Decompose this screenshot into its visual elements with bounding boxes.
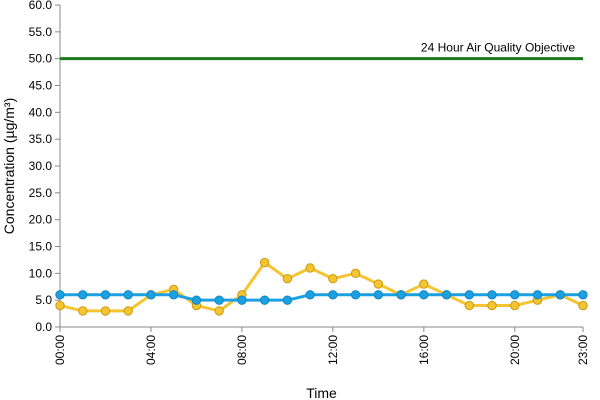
series-2-point (419, 290, 429, 300)
series-2-point (168, 290, 179, 300)
series-2-point (464, 290, 475, 300)
air-quality-objective-label: 24 Hour Air Quality Objective (421, 41, 575, 55)
y-tick-label: 60.0 (29, 0, 53, 12)
x-axis-ticks: 00:00 04:00 08:00 12:00 16:00 20:00 23:00 (53, 327, 590, 365)
y-axis-title: Concentration (µg/m³) (1, 98, 17, 234)
series-2-point (510, 290, 520, 300)
series-2-point (191, 295, 202, 305)
series-2-point (78, 290, 88, 300)
series-1-point (487, 300, 497, 311)
series-1-line (59, 261, 584, 313)
series-2-point (328, 290, 338, 300)
series-2-point (396, 290, 406, 300)
series-1-point (328, 274, 338, 284)
series-1-point (282, 274, 293, 284)
y-tick-label: 0.0 (35, 320, 52, 334)
y-tick-label: 40.0 (29, 105, 53, 119)
series-1-point (214, 306, 224, 316)
y-axis-ticks: 0.0 5.0 10.0 15.0 20.0 25.0 30.0 35.0 40.0 45.0 50… (29, 0, 60, 334)
series-2-point (555, 290, 565, 300)
y-tick-label: 50.0 (29, 52, 53, 66)
x-tick-label: 12:00 (326, 335, 340, 365)
x-tick-label: 20:00 (508, 335, 522, 365)
y-tick-label: 55.0 (29, 25, 53, 39)
x-tick-label: 04:00 (144, 335, 158, 365)
series-2-point (100, 290, 111, 300)
series-1-point (578, 300, 588, 311)
series-2-point (532, 290, 543, 300)
series-2-point (146, 290, 156, 300)
x-tick-label: 23:00 (576, 335, 590, 365)
x-tick-label: 08:00 (235, 335, 249, 365)
y-tick-label: 35.0 (29, 132, 53, 146)
series-2-point (259, 295, 270, 305)
y-tick-label: 30.0 (29, 159, 53, 173)
series-2-point (123, 290, 133, 300)
y-tick-label: 45.0 (29, 79, 53, 93)
series-2-point (237, 295, 247, 305)
y-tick-label: 25.0 (29, 186, 53, 200)
series-1-point (259, 257, 270, 268)
reference-line-group: 24 Hour Air Quality Objective (60, 41, 583, 61)
series-1-point (373, 279, 384, 289)
x-axis-title: Time (306, 385, 337, 400)
series-1-point (78, 306, 88, 316)
series-2-point (350, 290, 361, 300)
x-tick-label: 16:00 (417, 335, 431, 365)
series-2-point (578, 290, 588, 300)
series-1-point (100, 306, 111, 316)
series-1-point (350, 268, 361, 279)
series-2-point (487, 290, 497, 300)
series-group (55, 257, 588, 316)
series-2-point (441, 290, 452, 300)
series-1-point (464, 300, 475, 311)
series-2-point (282, 295, 293, 305)
y-tick-label: 20.0 (29, 213, 53, 227)
series-1-point (510, 300, 520, 311)
series-1-point (55, 300, 65, 311)
y-tick-label: 15.0 (29, 240, 53, 254)
series-2-point (55, 290, 65, 300)
series-2-point (214, 295, 224, 305)
series-1-point (419, 279, 429, 289)
y-tick-label: 5.0 (35, 293, 52, 307)
series-2-point (305, 290, 315, 300)
series-1-point (123, 306, 133, 316)
series-1-point (305, 263, 315, 273)
x-tick-label: 00:00 (53, 335, 67, 365)
series-2-point (373, 290, 384, 300)
series-2-line (60, 293, 583, 302)
y-tick-label: 10.0 (29, 266, 53, 280)
